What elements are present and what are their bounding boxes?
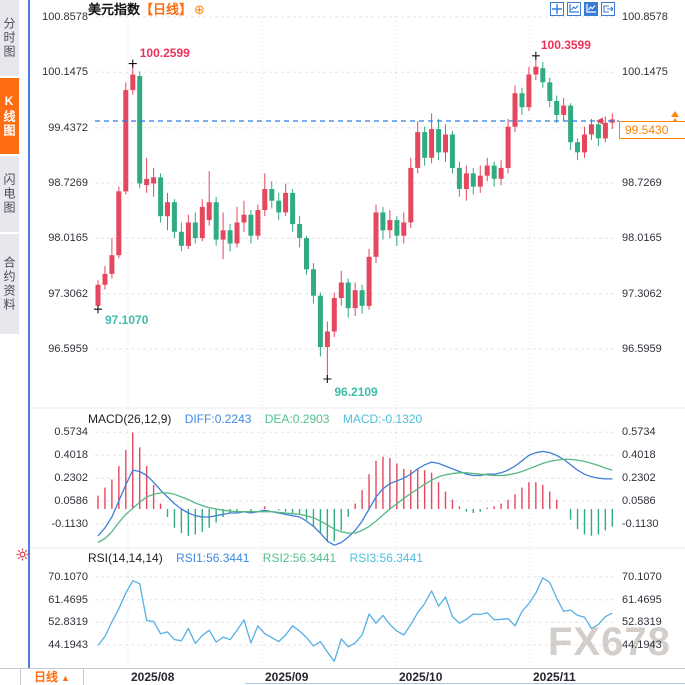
macd-title[interactable]: MACD(26,12,9) bbox=[88, 412, 172, 426]
period-selector-label: 日线 bbox=[34, 670, 59, 684]
rsi-axis-label: 61.4695 bbox=[48, 593, 88, 606]
macd-dea-value: DEA:0.2903 bbox=[264, 412, 330, 426]
macd-hist-value: MACD:-0.1320 bbox=[342, 412, 423, 426]
sidebar-tab-kline-chart[interactable]: K线图 bbox=[0, 78, 19, 154]
period-tag[interactable]: 【日线】 bbox=[140, 2, 193, 17]
last-price-arrow bbox=[596, 117, 603, 125]
rsi-header: RSI(14,14,14) RSI1:56.3441 RSI2:56.3441 … bbox=[88, 551, 433, 565]
current-price-tag: 99.5430 bbox=[619, 121, 685, 139]
rsi-axis-label: 52.8319 bbox=[48, 616, 88, 629]
macd-axis-label: 0.4018 bbox=[622, 449, 656, 462]
price-axis-label: 98.0165 bbox=[622, 232, 662, 245]
rsi-axis-label: 52.8319 bbox=[622, 616, 662, 629]
bottom-border-line bbox=[245, 683, 685, 684]
sidebar-divider bbox=[28, 0, 30, 685]
price-axis-label: 99.4372 bbox=[48, 121, 88, 134]
rsi3-value: RSI3:56.3441 bbox=[349, 551, 423, 565]
price-axis-label: 100.8578 bbox=[42, 11, 88, 23]
fx678-watermark: FX678 bbox=[548, 620, 671, 664]
macd-axis-label: 0.0586 bbox=[54, 495, 88, 508]
price-axis-label: 98.7269 bbox=[622, 176, 662, 189]
annotation-early-low: 97.1070 bbox=[105, 313, 149, 328]
candlestick-chart-icon[interactable] bbox=[584, 2, 598, 16]
macd-histogram bbox=[97, 432, 613, 542]
x-axis-label: 2025/09 bbox=[265, 670, 309, 684]
x-axis-label: 2025/10 bbox=[399, 670, 443, 684]
annotation-early-high: 100.2599 bbox=[139, 45, 190, 60]
sidebar-tab-time-chart[interactable]: 分时图 bbox=[0, 0, 19, 76]
macd-axis-label: 0.2302 bbox=[622, 472, 656, 485]
extreme-markers bbox=[94, 51, 540, 383]
macd-dea-line bbox=[97, 458, 613, 544]
price-axis-label: 100.1475 bbox=[622, 66, 668, 79]
rsi2-value: RSI2:56.3441 bbox=[262, 551, 337, 565]
price-axis-label: 100.8578 bbox=[622, 11, 668, 23]
chart-header: 美元指数【日线】 ⊕ bbox=[88, 2, 205, 17]
rsi-line bbox=[97, 577, 613, 662]
rsi1-value: RSI1:56.3441 bbox=[176, 551, 250, 565]
macd-axis-label: -0.1130 bbox=[622, 518, 659, 531]
annotation-mid-low: 96.2109 bbox=[334, 384, 378, 399]
add-indicator-icon[interactable]: ⊕ bbox=[194, 2, 205, 17]
rsi-gridlines bbox=[95, 576, 617, 646]
line-chart-icon[interactable] bbox=[567, 2, 581, 16]
macd-header: MACD(26,12,9) DIFF:0.2243 DEA:0.2903 MAC… bbox=[88, 412, 432, 426]
macd-axis-label: 0.0586 bbox=[622, 495, 656, 508]
exit-chart-icon[interactable] bbox=[601, 2, 615, 16]
rsi-axis-label: 70.1070 bbox=[48, 571, 88, 583]
macd-axis-label: 0.2302 bbox=[54, 472, 88, 485]
chevron-up-icon: ▲ bbox=[61, 673, 70, 683]
sidebar-tab-flash-chart[interactable]: 闪电图 bbox=[0, 156, 19, 232]
candlestick-series bbox=[95, 55, 615, 379]
annotation-late-high: 100.3599 bbox=[540, 37, 591, 52]
macd-axis-label: 0.5734 bbox=[54, 426, 88, 439]
price-axis-label: 98.0165 bbox=[48, 232, 88, 245]
macd-diff-value: DIFF:0.2243 bbox=[184, 412, 252, 426]
x-axis-label: 2025/11 bbox=[533, 670, 576, 684]
rsi-axis-label: 44.1943 bbox=[48, 639, 88, 651]
time-axis-bar: 日线 ▲ 2025/08 2025/09 2025/10 2025/11 bbox=[0, 668, 685, 685]
price-axis-label: 100.1475 bbox=[42, 66, 88, 79]
indicator-settings-icon[interactable] bbox=[16, 548, 29, 566]
chart-toolbar bbox=[550, 2, 615, 16]
macd-gridlines bbox=[95, 431, 617, 525]
macd-axis-label: 0.4018 bbox=[54, 449, 88, 462]
rsi-axis-label: 70.1070 bbox=[622, 571, 662, 583]
price-axis-label: 97.3062 bbox=[622, 287, 662, 300]
macd-axis-label: -0.1130 bbox=[51, 518, 89, 531]
price-axis-label: 97.3062 bbox=[48, 287, 88, 300]
sidebar-tab-contract-info[interactable]: 合约资料 bbox=[0, 234, 19, 334]
crosshair-icon[interactable] bbox=[550, 2, 564, 16]
rsi-axis-label: 44.1943 bbox=[622, 639, 662, 651]
x-axis-label: 2025/08 bbox=[131, 670, 175, 684]
price-axis-label: 96.5959 bbox=[48, 342, 88, 355]
price-axis-label: 98.7269 bbox=[48, 176, 88, 189]
macd-axis-label: 0.5734 bbox=[622, 426, 656, 439]
macd-diff-line bbox=[97, 450, 613, 546]
rsi-title[interactable]: RSI(14,14,14) bbox=[88, 551, 163, 565]
sidebar: 分时图 K线图 闪电图 合约资料 bbox=[0, 0, 19, 336]
price-axis-label: 96.5959 bbox=[622, 342, 662, 355]
rsi-axis-label: 61.4695 bbox=[622, 593, 662, 606]
period-selector[interactable]: 日线 ▲ bbox=[20, 669, 84, 685]
instrument-name: 美元指数 bbox=[88, 2, 141, 17]
